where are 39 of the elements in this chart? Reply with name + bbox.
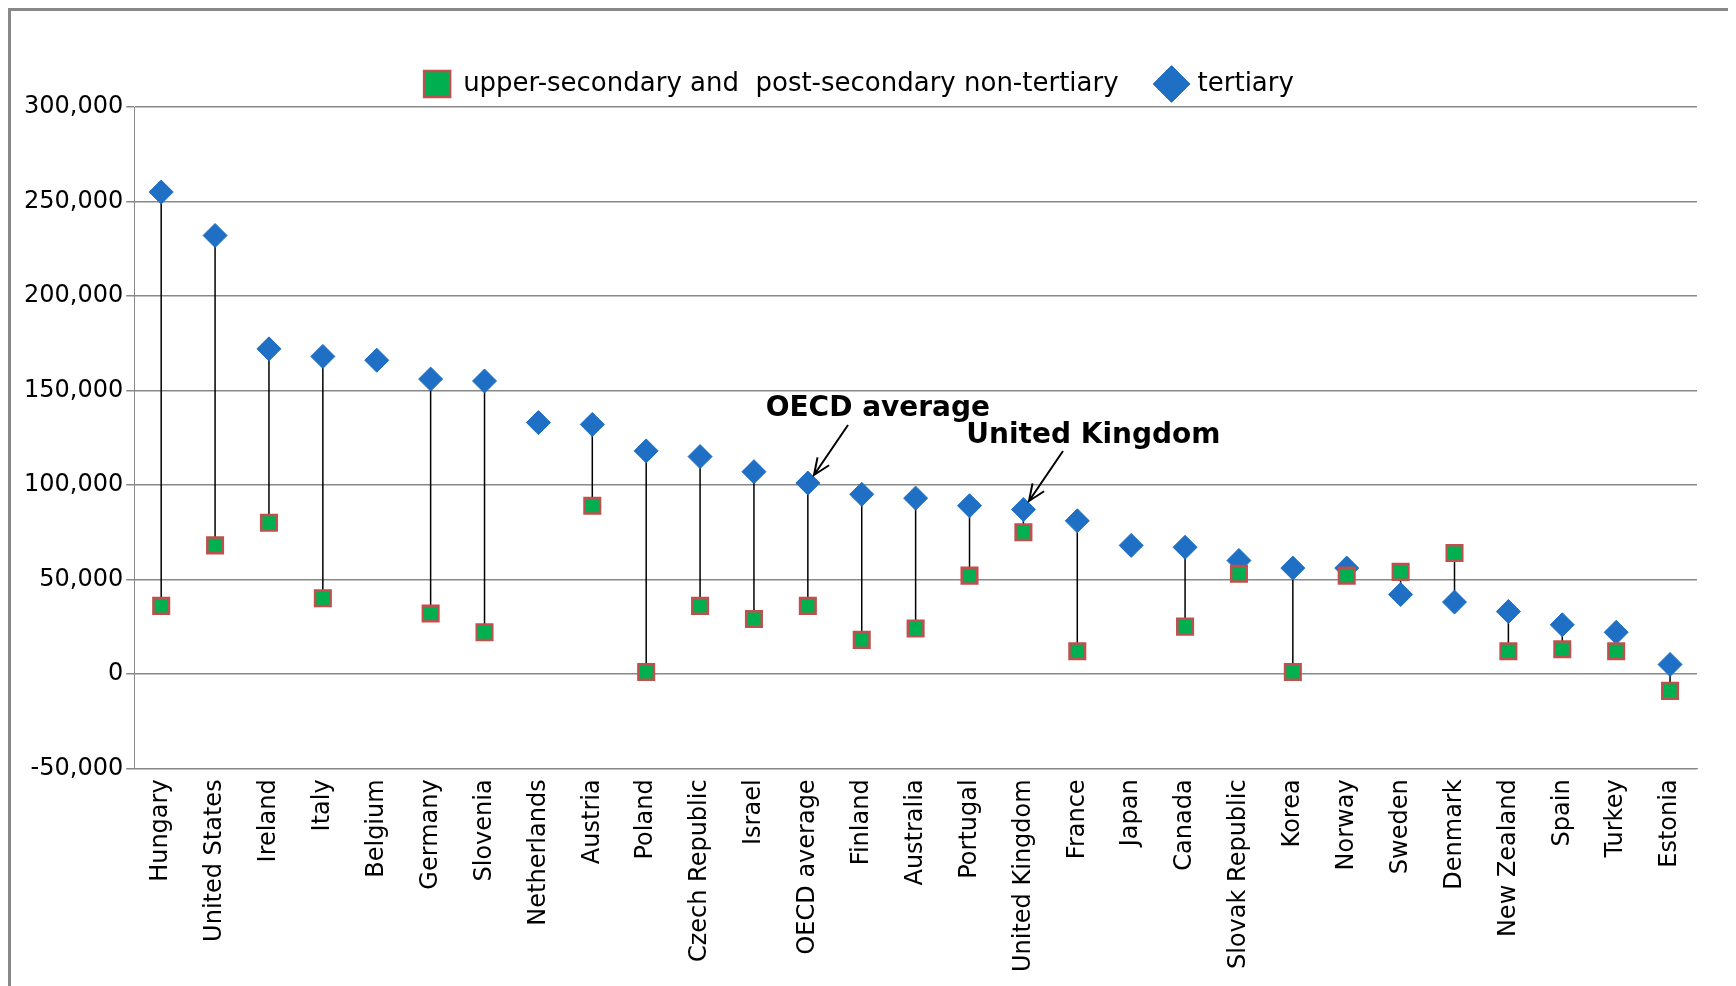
x-tick-label: Slovak Republic [1223, 779, 1252, 969]
x-tick-label: Poland [630, 779, 659, 860]
x-tick-label: Hungary [145, 779, 174, 882]
x-tick-label: Finland [845, 779, 874, 866]
x-tick-label: France [1061, 779, 1090, 860]
x-tick-label: New Zealand [1492, 779, 1521, 938]
x-tick-label: Estonia [1654, 779, 1683, 868]
x-tick-label: Israel [738, 779, 767, 845]
x-tick-label: Italy [307, 779, 336, 832]
y-tick-label: 250,000 [24, 185, 124, 214]
x-tick-label: Norway [1330, 779, 1359, 871]
x-tick-label: OECD average [792, 779, 821, 955]
x-tick-label: Netherlands [522, 779, 551, 926]
x-tick-label: Spain [1546, 779, 1575, 847]
y-tick-label: 200,000 [24, 280, 124, 309]
x-tick-label: Slovenia [468, 779, 497, 882]
x-tick-label: Portugal [953, 779, 982, 879]
x-tick-label: Germany [414, 779, 443, 890]
y-tick-label: 300,000 [24, 91, 124, 120]
x-tick-label: Canada [1169, 779, 1198, 871]
y-tick-label: 150,000 [24, 374, 124, 403]
x-tick-label: Ireland [253, 779, 282, 863]
x-tick-label: Denmark [1438, 779, 1467, 890]
x-tick-label: United Kingdom [1007, 779, 1036, 973]
x-tick-label: Australia [899, 779, 928, 886]
x-tick-label: Turkey [1600, 779, 1629, 859]
x-tick-label: Japan [1115, 779, 1144, 849]
x-tick-label: Sweden [1384, 779, 1413, 875]
x-tick-label: Korea [1277, 779, 1306, 848]
x-tick-label: Austria [576, 779, 605, 865]
y-tick-label: -50,000 [30, 752, 124, 781]
y-tick-label: 100,000 [24, 469, 124, 498]
legend-label: tertiary [1197, 66, 1294, 97]
x-tick-label: Czech Republic [684, 779, 713, 963]
y-tick-label: 0 [107, 658, 124, 687]
x-tick-label: United States [199, 779, 228, 942]
x-tick-label: Belgium [360, 779, 389, 878]
legend-label: upper-secondary and post-secondary non-tertiary [463, 66, 1119, 97]
y-tick-label: 50,000 [39, 563, 124, 592]
